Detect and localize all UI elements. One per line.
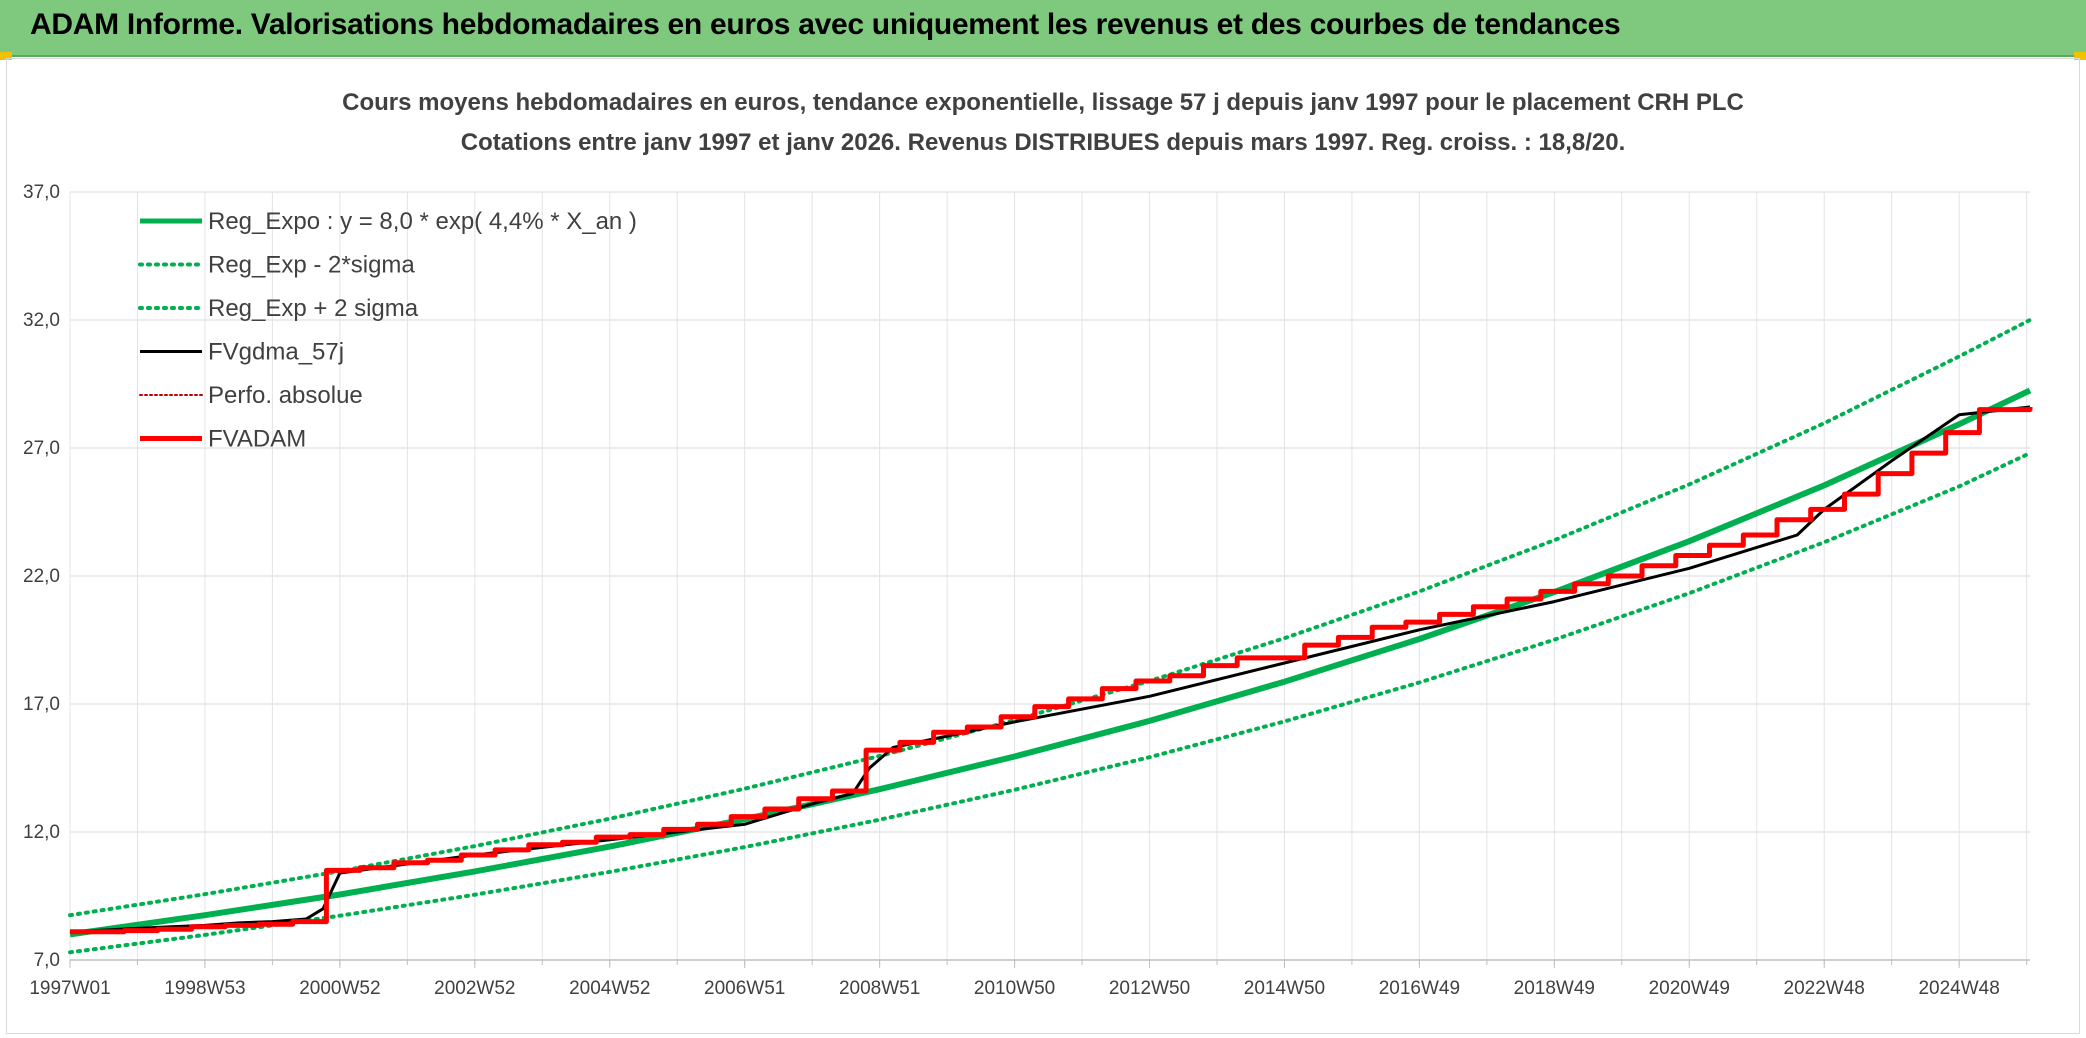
axes: 7,0 12,0 17,0 22,0 27,0 32,0 37,0 1997W01 1998W5…	[23, 182, 2030, 999]
chart-frame	[6, 58, 2080, 1034]
y-tick-label: 17,0	[23, 694, 60, 715]
x-tick-label: 1998W53	[164, 978, 245, 999]
y-tick-label: 27,0	[23, 438, 60, 459]
y-tick-label: 22,0	[23, 566, 60, 587]
legend-label-plus2sigma: Reg_Exp + 2 sigma	[208, 295, 419, 322]
x-tick-label: 2012W50	[1109, 978, 1190, 999]
chart-title: Cours moyens hebdomadaires en euros, ten…	[342, 89, 1744, 116]
chart-subtitle: Cotations entre janv 1997 et janv 2026. …	[461, 129, 1626, 156]
x-tick-label: 2014W50	[1244, 978, 1325, 999]
x-tick-label: 2008W51	[839, 978, 920, 999]
x-tick-label: 2002W52	[434, 978, 515, 999]
y-tick-label: 37,0	[23, 182, 60, 203]
right-corner-mark	[2074, 52, 2086, 60]
x-tick-label: 1997W01	[29, 978, 110, 999]
x-tick-label: 2020W49	[1649, 978, 1730, 999]
x-tick-label: 2024W48	[1918, 978, 1999, 999]
series-line-minus2sigma	[68, 451, 2032, 955]
left-corner-mark	[0, 52, 12, 60]
legend-label-perfo: Perfo. absolue	[208, 382, 363, 409]
legend: Reg_Expo : y = 8,0 * exp( 4,4% * X_an ) R…	[138, 208, 637, 453]
legend-label-reg_expo: Reg_Expo : y = 8,0 * exp( 4,4% * X_an )	[208, 208, 637, 235]
series-line-plus2sigma	[68, 318, 2032, 918]
y-tick-label: 12,0	[23, 822, 60, 843]
report-header-banner: ADAM Informe. Valorisations hebdomadaire…	[0, 0, 2086, 57]
y-tick-label: 7,0	[34, 950, 60, 971]
series-group	[68, 318, 2033, 955]
series-line-fvgdma	[69, 405, 2031, 934]
x-tick-label: 2000W52	[299, 978, 380, 999]
x-tick-label: 2016W49	[1379, 978, 1460, 999]
series-line-fvadam	[70, 407, 2033, 935]
series-line-reg_expo	[69, 387, 2032, 938]
report-title: ADAM Informe. Valorisations hebdomadaire…	[30, 8, 1621, 41]
legend-label-fvadam: FVADAM	[208, 426, 306, 453]
x-tick-label: 2018W49	[1514, 978, 1595, 999]
x-tick-label: 2004W52	[569, 978, 650, 999]
y-tick-label: 32,0	[23, 310, 60, 331]
legend-label-minus2sigma: Reg_Exp - 2*sigma	[208, 252, 415, 279]
x-tick-label: 2022W48	[1784, 978, 1865, 999]
x-tick-label: 2010W50	[974, 978, 1055, 999]
legend-label-fvgdma: FVgdma_57j	[208, 339, 344, 366]
x-tick-label: 2006W51	[704, 978, 785, 999]
